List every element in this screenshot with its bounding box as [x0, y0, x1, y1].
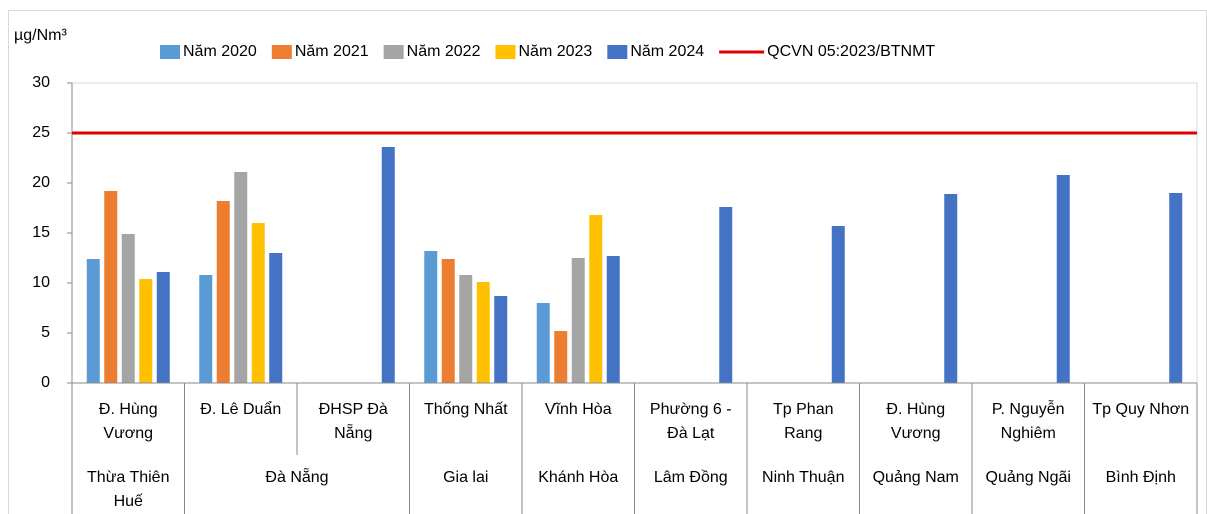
group-label: Đà Nẵng — [265, 469, 329, 486]
bar — [121, 234, 135, 383]
x-tick-label: Đ. Hùng Vương — [886, 401, 946, 442]
bar — [1056, 175, 1070, 383]
bar — [216, 201, 230, 383]
legend-label: Năm 2021 — [295, 43, 369, 60]
group-label: Gia lai — [443, 469, 489, 486]
y-tick-label: 10 — [32, 274, 50, 291]
legend-label: QCVN 05:2023/BTNMT — [767, 43, 935, 60]
bar — [269, 253, 283, 383]
bar — [571, 258, 585, 383]
bar — [459, 275, 473, 383]
x-tick-label: P. Nguyễn Nghiêm — [991, 401, 1065, 442]
bar — [554, 331, 568, 383]
legend-label: Năm 2022 — [407, 43, 481, 60]
x-tick-label: Tp Phan Rang — [773, 401, 834, 442]
bar — [104, 191, 118, 383]
legend-swatch — [607, 45, 628, 59]
bar — [86, 259, 100, 383]
x-tick-label: Phường 6 - Đà Lạt — [649, 401, 732, 442]
group-label: Quảng Ngãi — [985, 469, 1071, 486]
y-tick-label: 25 — [32, 124, 50, 141]
y-tick-label: 0 — [41, 374, 50, 391]
bar — [476, 282, 490, 383]
x-tick-label: Thống Nhất — [423, 401, 508, 418]
bar — [494, 296, 508, 383]
bar — [251, 223, 265, 383]
bar — [234, 172, 248, 383]
x-tick-label: Đ. Lê Duẩn — [200, 401, 282, 418]
bar — [424, 251, 438, 383]
y-tick-label: 30 — [32, 74, 50, 91]
bar — [441, 259, 455, 383]
x-tick-label: ĐHSP Đà Nẵng — [318, 401, 388, 442]
bar — [831, 226, 845, 383]
bar — [199, 275, 213, 383]
legend-label: Năm 2024 — [630, 43, 704, 60]
legend-label: Năm 2023 — [518, 43, 592, 60]
legend-label: Năm 2020 — [183, 43, 257, 60]
legend-swatch — [383, 45, 404, 59]
bar — [606, 256, 620, 383]
legend-swatch — [160, 45, 180, 59]
bar — [536, 303, 550, 383]
y-axis-label: µg/Nm³ — [14, 27, 67, 44]
x-tick-label: Tp Quy Nhơn — [1092, 401, 1190, 418]
bar — [381, 147, 395, 383]
bar — [156, 272, 170, 383]
group-label: Ninh Thuận — [762, 469, 845, 486]
y-tick-label: 15 — [32, 224, 50, 241]
x-tick-label: Đ. Hùng Vương — [98, 401, 158, 442]
bar — [589, 215, 603, 383]
group-label: Khánh Hòa — [538, 469, 619, 486]
bar — [139, 279, 153, 383]
x-tick-label: Vĩnh Hòa — [544, 401, 612, 418]
y-tick-label: 20 — [32, 174, 50, 191]
bar — [1169, 193, 1183, 383]
group-label: Quảng Nam — [872, 469, 959, 486]
legend-swatch — [271, 45, 292, 59]
group-label: Bình Định — [1105, 469, 1176, 486]
bar — [719, 207, 733, 383]
group-label: Thừa Thiên Huế — [87, 469, 170, 510]
group-label: Lâm Đồng — [653, 469, 728, 486]
legend-swatch — [495, 45, 516, 59]
y-tick-label: 5 — [41, 324, 50, 341]
bar — [944, 194, 958, 383]
